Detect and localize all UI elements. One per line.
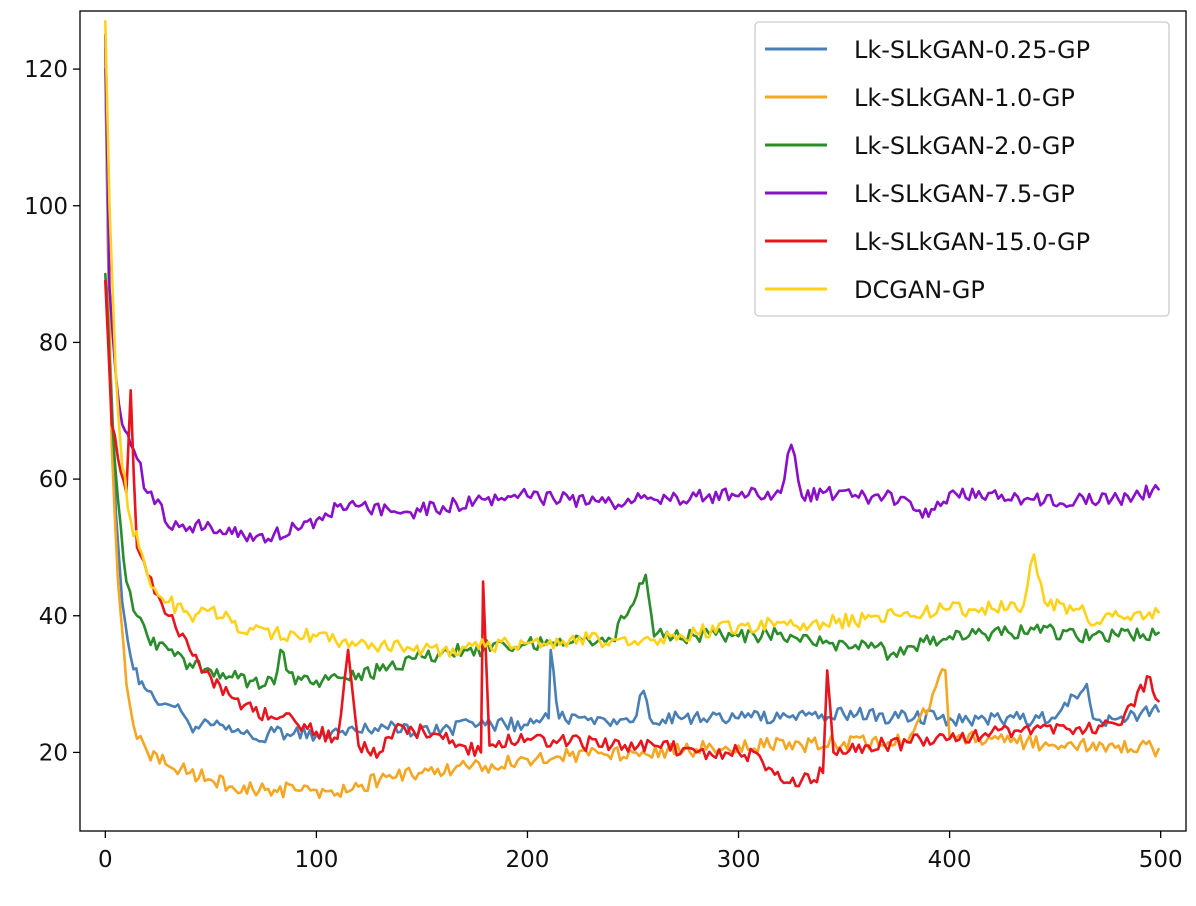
series-line — [104, 279, 1160, 788]
x-tick-label: 100 — [294, 847, 338, 873]
series-DCGAN-GP — [104, 20, 1160, 658]
series-line — [104, 272, 1160, 690]
legend-item: DCGAN-GP — [765, 276, 985, 304]
legend-label: Lk-SLkGAN-0.25-GP — [854, 36, 1090, 64]
series-line — [104, 33, 1160, 544]
legend: Lk-SLkGAN-0.25-GP Lk-SLkGAN-1.0-GP Lk-SLkG… — [754, 21, 1170, 317]
legend-label: Lk-SLkGAN-1.0-GP — [854, 84, 1075, 112]
series-line — [104, 47, 1160, 800]
y-tick-label: 60 — [39, 467, 68, 493]
y-tick-label: 20 — [39, 740, 68, 766]
legend-label: Lk-SLkGAN-7.5-GP — [854, 180, 1075, 208]
series-line — [104, 20, 1160, 658]
legend-label: Lk-SLkGAN-2.0-GP — [854, 132, 1075, 160]
legend-item: Lk-SLkGAN-7.5-GP — [765, 180, 1075, 208]
legend-item: Lk-SLkGAN-15.0-GP — [765, 228, 1090, 256]
legend-item: Lk-SLkGAN-1.0-GP — [765, 84, 1075, 112]
legend-label: Lk-SLkGAN-15.0-GP — [854, 228, 1090, 256]
y-tick-label: 40 — [39, 604, 68, 630]
series-layer — [104, 20, 1160, 800]
series-line — [104, 67, 1160, 744]
y-tick-label: 120 — [24, 57, 68, 83]
x-tick-label: 400 — [928, 847, 972, 873]
y-tick-label: 100 — [24, 194, 68, 220]
x-tick-label: 500 — [1139, 847, 1183, 873]
legend-item: Lk-SLkGAN-2.0-GP — [765, 132, 1075, 160]
series-Lk-SLkGAN-15.0-GP — [104, 279, 1160, 788]
y-tick-label: 80 — [39, 330, 68, 356]
series-Lk-SLkGAN-7.5-GP — [104, 33, 1160, 544]
series-Lk-SLkGAN-0.25-GP — [104, 67, 1160, 744]
axes-layer: 0 100 200 300 400 500 20 40 60 80 100 120 — [24, 57, 1183, 873]
x-tick-label: 0 — [98, 847, 113, 873]
legend-item: Lk-SLkGAN-0.25-GP — [765, 36, 1090, 64]
x-tick-label: 300 — [717, 847, 761, 873]
legend-label: DCGAN-GP — [854, 276, 985, 304]
series-Lk-SLkGAN-1.0-GP — [104, 47, 1160, 800]
series-Lk-SLkGAN-2.0-GP — [104, 272, 1160, 690]
plot-frame — [79, 10, 1187, 832]
x-tick-label: 200 — [506, 847, 550, 873]
legend-box — [754, 21, 1170, 317]
